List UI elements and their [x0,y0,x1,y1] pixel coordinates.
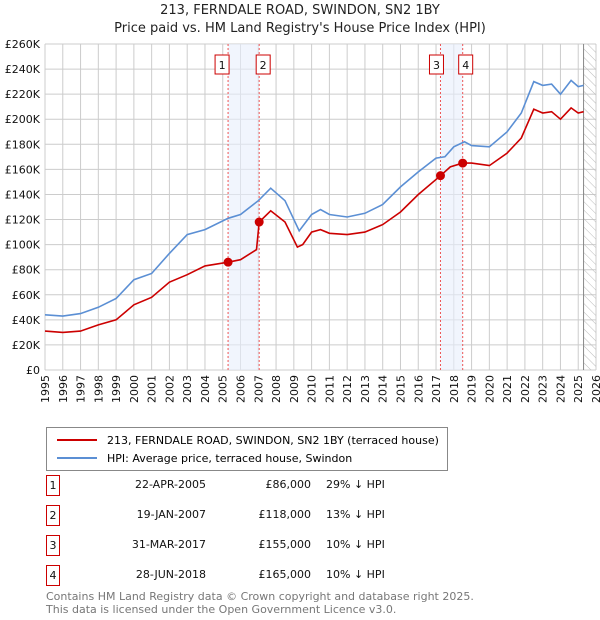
x-tick-label: 2000 [128,375,141,403]
y-tick-label: £20K [12,339,41,352]
x-tick-label: 2006 [235,375,248,403]
x-tick-label: 2025 [572,375,585,403]
chart-title: 213, FERNDALE ROAD, SWINDON, SN2 1BY [160,3,440,18]
sale-number-badge: 1 [46,475,60,496]
x-tick-label: 2021 [501,375,514,403]
sale-number-box [255,54,271,75]
property-price-line [44,106,584,334]
y-tick-label: £220K [5,88,41,101]
chart-legend: 213, FERNDALE ROAD, SWINDON, SN2 1BY (te… [46,427,448,471]
hpi-delta: 13% ↓ HPI [326,508,385,521]
x-tick-label: 2002 [163,375,176,403]
x-tick-label: 2026 [590,375,600,403]
sale-date: 31-MAR-2017 [131,538,206,551]
legend-label-hpi: HPI: Average price, terraced house, Swin… [107,451,353,465]
x-tick-label: 1997 [75,375,88,403]
sale-price: £118,000 [258,508,312,521]
footer-line-2: This data is licensed under the Open Gov… [46,603,397,616]
hpi-delta: 10% ↓ HPI [326,568,385,581]
x-tick-label: 2015 [394,375,407,403]
sale-point [458,158,468,168]
hpi-delta: 29% ↓ HPI [326,478,385,491]
x-tick-label: 2005 [217,375,230,403]
y-tick-label: £0 [26,364,40,377]
sale-date: 22-APR-2005 [134,478,206,491]
sale-number-box [458,54,474,75]
x-tick-label: 2009 [288,375,301,403]
sale-number-box [428,54,444,75]
x-tick-label: 1996 [57,375,70,403]
y-tick-label: £260K [5,38,41,51]
chart-plot: 1995 1996 1997 1998 1999 2000 2001 2002 2003 2004… [5,38,600,403]
forecast-hatched-region [583,44,596,370]
table-row: 4 28-JUN-2018 £165,000 10% ↓ HPI [46,565,446,586]
x-tick-label: 2014 [377,375,390,403]
sale-point [435,171,445,181]
sale-number-badge: 2 [46,505,60,526]
x-tick-label: 2004 [199,375,212,403]
legend-red-line-swatch [57,439,97,441]
y-tick-label: £140K [5,188,41,201]
sale-number-label: 3 [433,59,440,72]
sale-period-band [440,44,463,370]
sale-number-label: 2 [260,59,267,72]
x-tick-label: 2018 [448,375,461,403]
footer-attribution: Contains HM Land Registry data © Crown c… [46,590,474,616]
legend-label-property: 213, FERNDALE ROAD, SWINDON, SN2 1BY (te… [107,433,439,447]
table-row: 3 31-MAR-2017 £155,000 10% ↓ HPI [46,535,446,556]
sale-number-box [214,54,230,75]
x-tick-label: 2022 [519,375,532,403]
x-tick-label: 2013 [359,375,372,403]
sale-point [223,257,233,267]
sale-date: 28-JUN-2018 [135,568,206,581]
hpi-line [44,79,584,317]
sale-period-band [228,44,260,370]
y-tick-label: £100K [5,239,41,252]
sale-number-badge: 3 [46,535,60,556]
table-row: 1 22-APR-2005 £86,000 29% ↓ HPI [46,475,446,496]
x-tick-label: 2020 [483,375,496,403]
x-tick-label: 2016 [412,375,425,403]
y-tick-label: £120K [5,214,41,227]
sale-price: £165,000 [258,568,312,581]
y-tick-label: £60K [12,289,41,302]
y-tick-label: £240K [5,63,41,76]
y-tick-label: £200K [5,113,41,126]
sale-price: £155,000 [258,538,312,551]
x-tick-label: 2023 [537,375,550,403]
sale-date: 19-JAN-2007 [136,508,206,521]
x-tick-label: 2001 [146,375,159,403]
x-tick-label: 2012 [341,375,354,403]
x-tick-label: 2024 [554,375,567,403]
y-tick-label: £180K [5,138,41,151]
sale-number-badge: 4 [46,565,60,586]
x-tick-label: 2011 [323,375,336,403]
y-tick-label: £40K [12,314,41,327]
x-tick-label: 1999 [110,375,123,403]
sale-number-label: 4 [462,59,469,72]
x-tick-label: 2007 [252,375,265,403]
hpi-delta: 10% ↓ HPI [326,538,385,551]
x-tick-label: 2019 [466,375,479,403]
y-tick-label: £80K [12,264,41,277]
legend-blue-line-swatch [57,457,97,459]
x-tick-label: 2008 [270,375,283,403]
sale-price: £86,000 [265,478,312,491]
footer-line-1: Contains HM Land Registry data © Crown c… [46,590,474,603]
sale-number-label: 1 [219,59,226,72]
sale-point [254,217,264,227]
x-tick-label: 1998 [92,375,105,403]
table-row: 2 19-JAN-2007 £118,000 13% ↓ HPI [46,505,446,526]
x-tick-label: 2003 [181,375,194,403]
chart-subtitle: Price paid vs. HM Land Registry's House … [114,21,486,36]
x-tick-label: 2010 [306,375,319,403]
y-tick-label: £160K [5,163,41,176]
x-tick-label: 1995 [39,375,52,403]
x-tick-label: 2017 [430,375,443,403]
